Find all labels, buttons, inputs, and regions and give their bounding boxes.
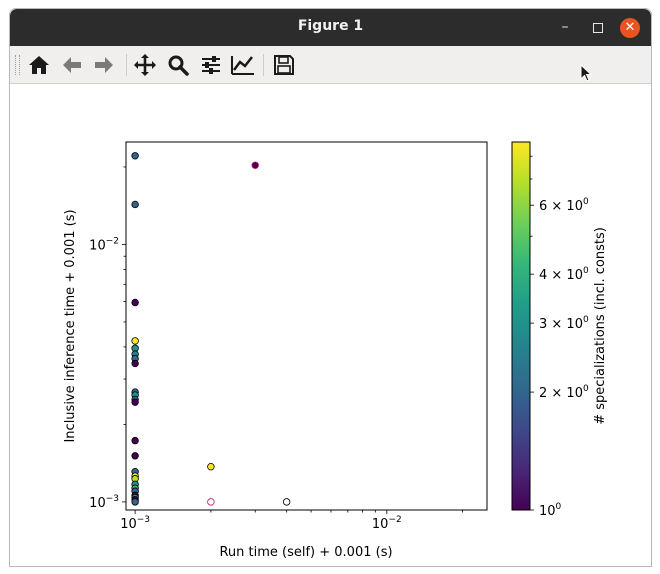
toolbar: [10, 46, 651, 84]
figure-window: Figure 1 – ✕: [9, 8, 652, 567]
window-title: Figure 1: [297, 18, 364, 34]
forward-button[interactable]: [90, 51, 118, 79]
zoom-icon: [168, 55, 189, 76]
title-bar[interactable]: Figure 1 – ✕: [10, 9, 651, 46]
customize-icon: [231, 56, 254, 75]
maximize-icon: [593, 23, 603, 33]
back-button[interactable]: [58, 51, 86, 79]
mouse-cursor-icon: [580, 64, 593, 82]
toolbar-separator: [263, 54, 264, 76]
forward-icon: [95, 57, 113, 73]
toolbar-grip[interactable]: [15, 55, 20, 75]
pan-button[interactable]: [131, 51, 159, 79]
close-button[interactable]: ✕: [620, 18, 640, 38]
pan-icon: [134, 54, 156, 76]
zoom-button[interactable]: [164, 51, 192, 79]
home-button[interactable]: [25, 51, 53, 79]
minimize-button[interactable]: –: [561, 19, 569, 35]
customize-button[interactable]: [229, 51, 257, 79]
toolbar-separator: [126, 54, 127, 76]
figure-canvas[interactable]: [10, 84, 651, 566]
maximize-button[interactable]: [586, 16, 610, 40]
subplots-icon: [202, 56, 220, 74]
home-icon: [29, 56, 49, 74]
save-button[interactable]: [270, 51, 298, 79]
back-icon: [63, 57, 81, 73]
save-icon: [274, 55, 294, 75]
subplots-button[interactable]: [197, 51, 225, 79]
